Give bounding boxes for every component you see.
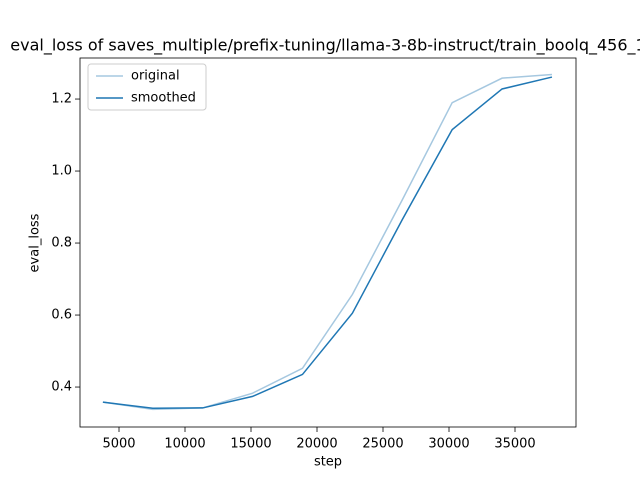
y-tick-label: 1.2 [51, 92, 72, 107]
y-tick-label: 0.8 [51, 236, 72, 251]
legend-label: original [131, 69, 180, 84]
y-axis-label: eval_loss [28, 213, 43, 272]
x-axis-label: step [314, 455, 342, 470]
x-tick-label: 10000 [164, 437, 205, 452]
x-tick-label: 20000 [296, 437, 337, 452]
x-tick-label: 5000 [102, 437, 135, 452]
y-tick-label: 0.6 [51, 308, 72, 323]
chart-title: eval_loss of saves_multiple/prefix-tunin… [10, 36, 640, 56]
y-tick-label: 0.4 [51, 380, 72, 395]
x-tick-label: 35000 [494, 437, 535, 452]
x-tick-label: 25000 [362, 437, 403, 452]
line-series [102, 76, 553, 410]
legend: original smoothed [87, 63, 207, 111]
x-tick-label: 15000 [230, 437, 271, 452]
x-tick-label: 30000 [428, 437, 469, 452]
legend-label: smoothed [131, 91, 196, 106]
axes-frame [79, 57, 577, 428]
y-tick-label: 1.0 [51, 164, 72, 179]
